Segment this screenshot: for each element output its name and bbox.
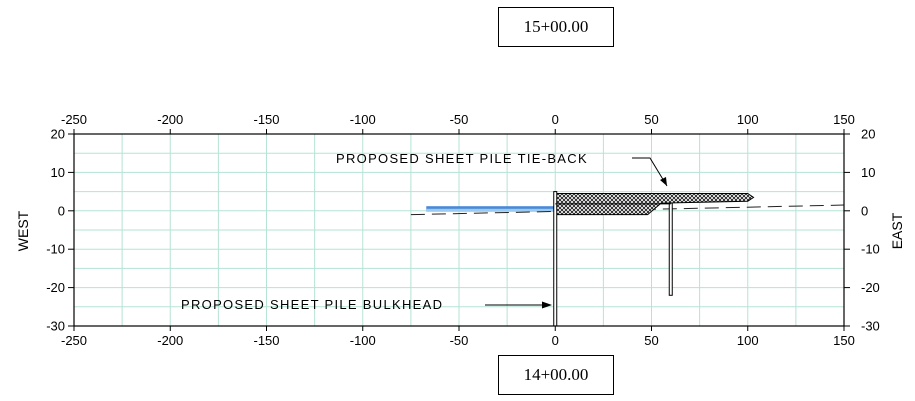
y-tick-label-left: -30: [46, 319, 65, 334]
x-tick-label-top: 0: [552, 112, 559, 127]
x-tick-label-top: -250: [61, 112, 87, 127]
y-tick-label-left: -20: [46, 280, 65, 295]
callout-bulkhead-label: PROPOSED SHEET PILE BULKHEAD: [181, 297, 443, 312]
x-tick-label-bottom: 50: [644, 333, 658, 348]
sheet-pile-bulkhead: [553, 191, 558, 327]
y-tick-label-right: 0: [861, 203, 868, 218]
x-tick-label-top: 100: [737, 112, 759, 127]
x-tick-label-bottom: 0: [552, 333, 559, 348]
y-tick-label-right: -30: [861, 319, 880, 334]
station-label-top: 15+00.00: [498, 7, 614, 47]
callout-tieback-label: PROPOSED SHEET PILE TIE-BACK: [336, 151, 588, 166]
x-tick-label-bottom: 150: [833, 333, 855, 348]
callout-bulkhead-arrowhead: [542, 301, 552, 309]
west-label: WEST: [15, 210, 31, 251]
y-tick-label-left: -10: [46, 242, 65, 257]
y-tick-label-left: 10: [51, 165, 65, 180]
x-tick-label-top: 50: [644, 112, 658, 127]
y-tick-label-right: 20: [861, 127, 875, 142]
axis-ticks: [68, 129, 850, 331]
x-tick-label-bottom: 100: [737, 333, 759, 348]
section-features: [410, 191, 845, 327]
callout-tieback-leader: [632, 157, 668, 187]
grid-lines: [74, 134, 844, 326]
x-tick-label-top: -100: [350, 112, 376, 127]
x-tick-label-bottom: -150: [253, 333, 279, 348]
water-surface-band: [426, 208, 556, 212]
axis-tick-labels: -250-250-200-200-150-150-100-100-50-5000…: [46, 112, 880, 348]
x-tick-label-bottom: -250: [61, 333, 87, 348]
water-surface: [426, 206, 556, 211]
x-tick-label-top: -50: [450, 112, 469, 127]
x-tick-label-top: 150: [833, 112, 855, 127]
sheet-pile-tieback: [668, 202, 673, 296]
y-tick-label-left: 20: [51, 127, 65, 142]
east-label: EAST: [889, 212, 905, 249]
y-tick-label-right: -20: [861, 280, 880, 295]
x-tick-label-bottom: -100: [350, 333, 376, 348]
callouts: PROPOSED SHEET PILE TIE-BACK PROPOSED SHE…: [181, 151, 668, 312]
x-tick-label-top: -150: [253, 112, 279, 127]
y-tick-label-right: -10: [861, 242, 880, 257]
x-tick-label-bottom: -50: [450, 333, 469, 348]
station-label-bottom: 14+00.00: [498, 355, 614, 395]
x-tick-label-top: -200: [157, 112, 183, 127]
y-tick-label-left: 0: [58, 203, 65, 218]
y-tick-label-right: 10: [861, 165, 875, 180]
x-tick-label-bottom: -200: [157, 333, 183, 348]
callout-tieback-arrowhead: [660, 177, 667, 186]
